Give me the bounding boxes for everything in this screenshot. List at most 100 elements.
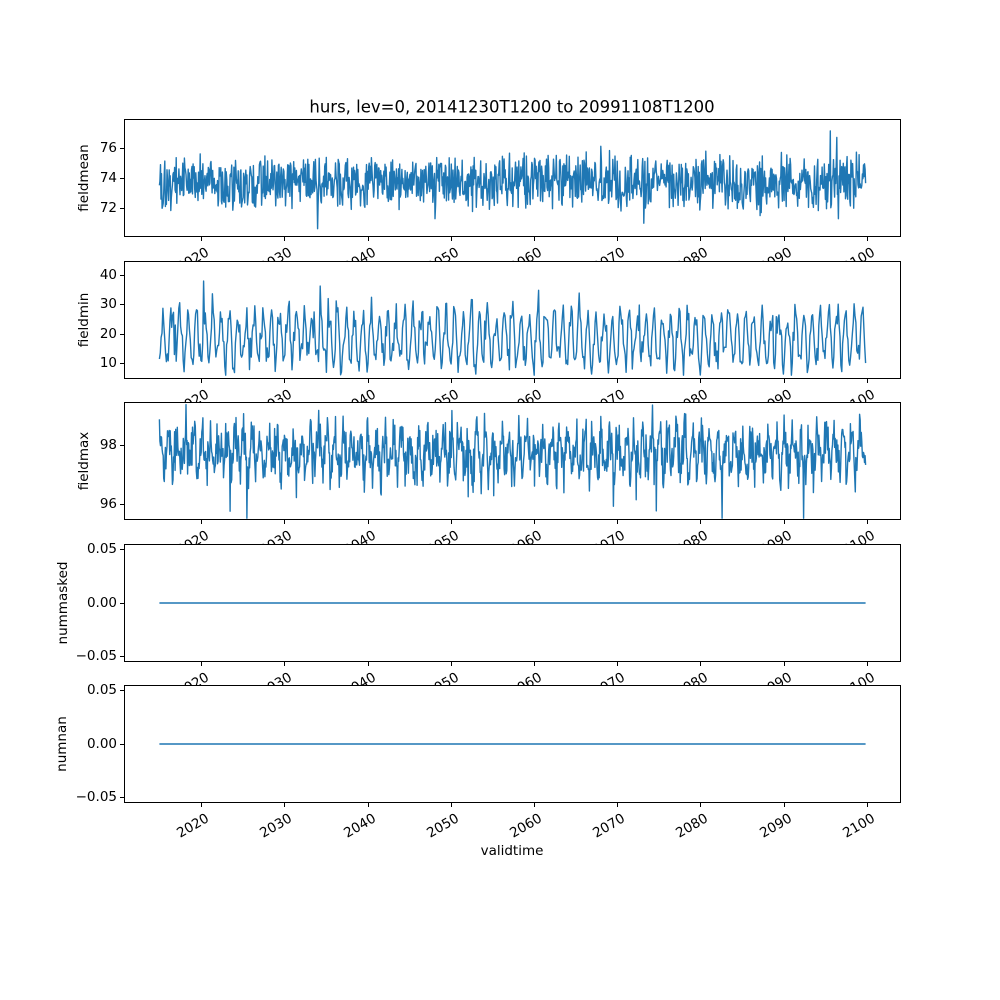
y-axis-label-fieldmean: fieldmean: [76, 144, 92, 212]
plot-area-fieldmax: [158, 403, 867, 519]
x-tick: [866, 237, 868, 241]
x-tick: [201, 802, 202, 807]
x-tick: [783, 237, 785, 241]
plot-area-nummasked: [159, 601, 866, 604]
y-tick-label: −0.05: [75, 789, 117, 806]
x-tick-label: 2090: [756, 809, 795, 842]
x-tick: [700, 378, 702, 383]
y-axis-label-nummasked: nummasked: [55, 561, 71, 644]
x-tick: [700, 802, 702, 807]
y-tick: [120, 548, 124, 550]
y-tick-label: 0.05: [86, 540, 117, 557]
x-tick-label: 2030: [257, 809, 296, 842]
x-tick: [866, 661, 868, 666]
x-tick: [866, 520, 868, 524]
y-tick: [120, 362, 124, 364]
subplot-fieldmin: [124, 260, 901, 379]
y-tick: [120, 445, 124, 446]
y-axis-label-fieldmax: fieldmax: [76, 431, 92, 491]
x-tick: [617, 237, 619, 241]
plot-area-fieldmean: [158, 130, 867, 230]
y-tick: [120, 689, 124, 691]
x-tick: [367, 520, 369, 524]
y-tick-label: 98: [99, 437, 117, 453]
x-tick: [783, 661, 785, 666]
y-tick-label: 0.05: [86, 681, 117, 698]
line-fieldmin: [158, 279, 867, 376]
y-tick: [120, 797, 124, 799]
y-tick: [120, 503, 124, 505]
x-tick-label: 2100: [840, 809, 878, 842]
x-tick-label: 2050: [423, 809, 462, 842]
subplot-fieldmax: [124, 402, 901, 520]
x-tick: [367, 237, 369, 241]
x-tick: [201, 661, 202, 666]
y-tick-label: 96: [99, 495, 117, 512]
y-tick: [120, 208, 124, 210]
x-tick-label: 2020: [174, 809, 212, 842]
y-tick: [120, 743, 124, 745]
x-tick: [783, 520, 785, 524]
y-tick-label: 0.00: [86, 735, 117, 752]
subplot-numnan: [124, 684, 901, 803]
y-tick-label: 0.00: [86, 594, 117, 611]
x-tick: [783, 378, 785, 383]
x-tick-label: 2040: [340, 809, 379, 842]
y-tick: [120, 275, 124, 276]
x-tick: [533, 378, 535, 383]
y-tick: [120, 148, 124, 150]
x-tick: [533, 237, 535, 241]
plot-area-fieldmin: [158, 279, 867, 376]
x-tick: [450, 661, 452, 666]
y-axis-label-fieldmin: fieldmin: [76, 292, 92, 347]
x-tick: [201, 520, 202, 524]
x-tick: [617, 661, 619, 666]
x-tick: [201, 378, 202, 383]
x-tick: [284, 802, 286, 807]
x-tick: [533, 661, 535, 666]
y-tick-label: 30: [99, 296, 117, 313]
x-tick: [450, 237, 452, 241]
x-tick: [700, 237, 702, 241]
x-tick: [533, 802, 535, 807]
y-tick-label: 20: [99, 325, 117, 342]
x-tick: [617, 802, 619, 807]
y-tick-label: 72: [99, 200, 117, 217]
y-tick: [120, 602, 124, 604]
x-tick: [367, 661, 369, 666]
x-tick-label: 2060: [507, 809, 545, 842]
x-tick: [284, 237, 286, 241]
y-tick: [120, 304, 124, 306]
x-tick: [367, 802, 369, 807]
y-axis-label-numnan: numnan: [54, 715, 70, 772]
y-tick-label: −0.05: [75, 648, 117, 665]
subplot-nummasked: [124, 543, 901, 662]
x-tick: [450, 802, 452, 807]
y-tick-label: 40: [99, 267, 117, 283]
y-tick: [120, 178, 124, 180]
x-tick: [533, 520, 535, 524]
y-tick-label: 74: [99, 170, 117, 187]
y-tick-label: 10: [99, 354, 117, 371]
x-tick: [617, 378, 619, 383]
x-axis-label: validtime: [480, 843, 544, 859]
line-fieldmax: [158, 403, 867, 519]
x-tick: [866, 378, 868, 383]
x-tick-label: 2070: [590, 809, 629, 842]
figure-title: hurs, lev=0, 20141230T1200 to 20991108T1…: [309, 97, 715, 117]
x-tick: [201, 237, 202, 241]
x-tick: [450, 378, 452, 383]
x-tick: [284, 520, 286, 524]
y-tick: [120, 333, 124, 335]
x-tick: [284, 661, 286, 666]
y-tick: [120, 656, 124, 658]
line-fieldmean: [158, 130, 867, 230]
x-tick: [866, 802, 868, 807]
y-tick-label: 76: [99, 140, 117, 157]
x-tick: [700, 661, 702, 666]
x-tick: [700, 520, 702, 524]
x-tick: [783, 802, 785, 807]
x-tick: [367, 378, 369, 383]
x-tick: [617, 520, 619, 524]
